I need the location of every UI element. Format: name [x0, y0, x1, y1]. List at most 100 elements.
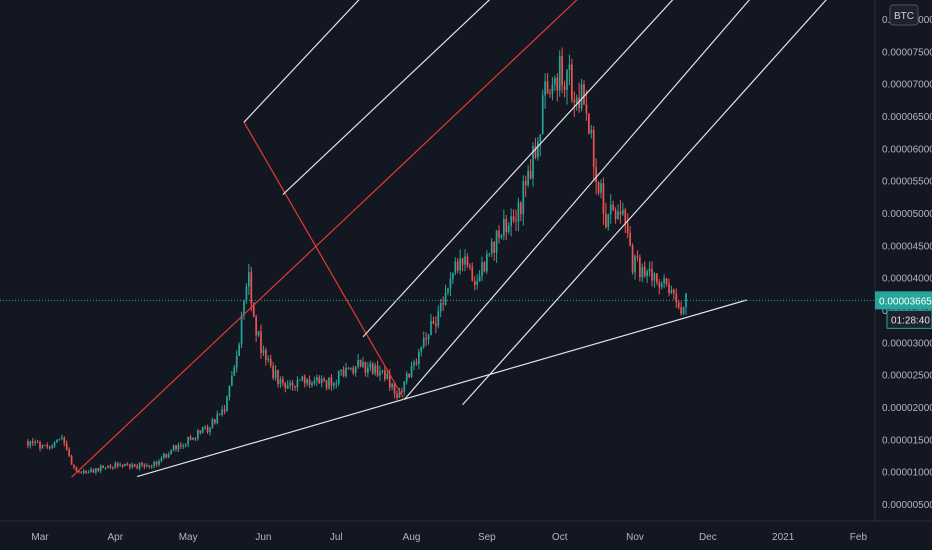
candle-body — [274, 370, 277, 379]
candle-body — [685, 293, 687, 308]
candle-body — [490, 241, 493, 254]
ticker-badge: BTC — [889, 4, 919, 26]
candle-body — [371, 363, 374, 374]
candle-body — [682, 307, 685, 314]
candle-body — [488, 253, 491, 255]
candle-body — [318, 377, 321, 383]
candle-body — [435, 323, 437, 326]
candle-body — [92, 469, 95, 473]
candle-body — [432, 321, 435, 324]
pitchfork-channel-line — [243, 0, 360, 123]
x-tick-label: Mar — [31, 532, 49, 543]
x-tick-label: Oct — [552, 532, 568, 543]
candle-body — [73, 464, 75, 468]
candle-body — [133, 464, 136, 467]
candle-body — [556, 77, 559, 91]
x-tick-label: Sep — [478, 532, 496, 543]
candle-body — [636, 256, 639, 258]
candle-body — [675, 293, 678, 303]
y-tick-label: 0.00005000 — [882, 209, 932, 220]
candle-body — [223, 409, 226, 412]
candle-body — [46, 445, 49, 448]
candle-body — [235, 355, 238, 368]
candle-body — [121, 464, 124, 467]
candle-body — [129, 464, 131, 468]
candle-body — [639, 257, 641, 278]
candle-body — [476, 281, 478, 285]
candle-body — [187, 436, 189, 445]
candle-body — [386, 373, 389, 380]
candle-body — [284, 383, 287, 389]
candle-body — [505, 218, 508, 232]
candle-body — [495, 230, 498, 253]
candle-body — [289, 382, 291, 386]
candle-body — [413, 362, 415, 366]
candle-body — [444, 292, 447, 305]
candle-body — [124, 463, 126, 467]
candle-body — [609, 204, 612, 215]
candle-body — [459, 258, 461, 271]
candle-body — [197, 430, 199, 439]
candle-body — [425, 338, 427, 340]
candle-body — [107, 465, 109, 468]
candle-body — [53, 442, 56, 446]
candle-body — [189, 436, 192, 440]
candle-body — [158, 461, 160, 465]
candle-body — [483, 262, 486, 272]
currency-badge[interactable] — [889, 4, 919, 26]
candle-body — [546, 81, 549, 94]
candle-body — [396, 393, 398, 398]
candle-body — [529, 170, 532, 179]
candle-body — [665, 278, 668, 284]
candle-body — [398, 391, 401, 398]
candle-body — [534, 145, 537, 158]
candle-body — [631, 245, 634, 273]
candle-body — [651, 268, 653, 281]
x-tick-label: Jun — [255, 532, 271, 543]
candle-body — [668, 283, 670, 294]
candle-body — [653, 273, 656, 281]
candle-body — [410, 365, 413, 378]
candle-body — [342, 369, 345, 376]
candle-body — [228, 385, 231, 397]
pitchfork-channel-line — [403, 0, 750, 400]
candle-body — [660, 283, 663, 288]
candle-body — [248, 272, 250, 287]
x-tick-label: Jul — [330, 532, 343, 543]
candle-body — [95, 468, 97, 473]
candle-body — [146, 465, 148, 467]
x-tick-label: Aug — [403, 532, 421, 543]
candle-body — [464, 256, 466, 265]
candle-body — [381, 370, 384, 372]
candle-body — [148, 465, 151, 467]
y-tick-label: 0.00005500 — [882, 177, 932, 188]
candle-body — [238, 344, 240, 356]
candle-body — [583, 84, 585, 105]
candle-body — [575, 97, 578, 103]
candle-body — [478, 275, 481, 282]
candle-body — [194, 437, 197, 439]
price-axis: 0.00000500 0.00001000 0.00001500 0.00002000… — [874, 0, 932, 521]
y-tick-label: 0.00001000 — [882, 468, 932, 479]
candle-body — [175, 445, 177, 450]
candle-body — [549, 93, 551, 95]
candle-body — [323, 378, 325, 381]
candle-body — [585, 104, 588, 114]
candle-body — [177, 444, 180, 450]
candles-layer — [27, 47, 687, 475]
currency-label: BTC — [894, 11, 914, 22]
candle-body — [204, 426, 206, 428]
candle-body — [282, 378, 284, 384]
candle-body — [99, 465, 102, 472]
candle-body — [245, 286, 248, 302]
candle-body — [119, 464, 121, 467]
candle-body — [78, 471, 80, 473]
candle-body — [422, 338, 425, 347]
candle-body — [255, 316, 257, 336]
candle-body — [209, 427, 211, 433]
candle-body — [87, 472, 90, 474]
candle-body — [641, 266, 644, 278]
candle-body — [580, 84, 583, 109]
candle-body — [590, 129, 593, 134]
